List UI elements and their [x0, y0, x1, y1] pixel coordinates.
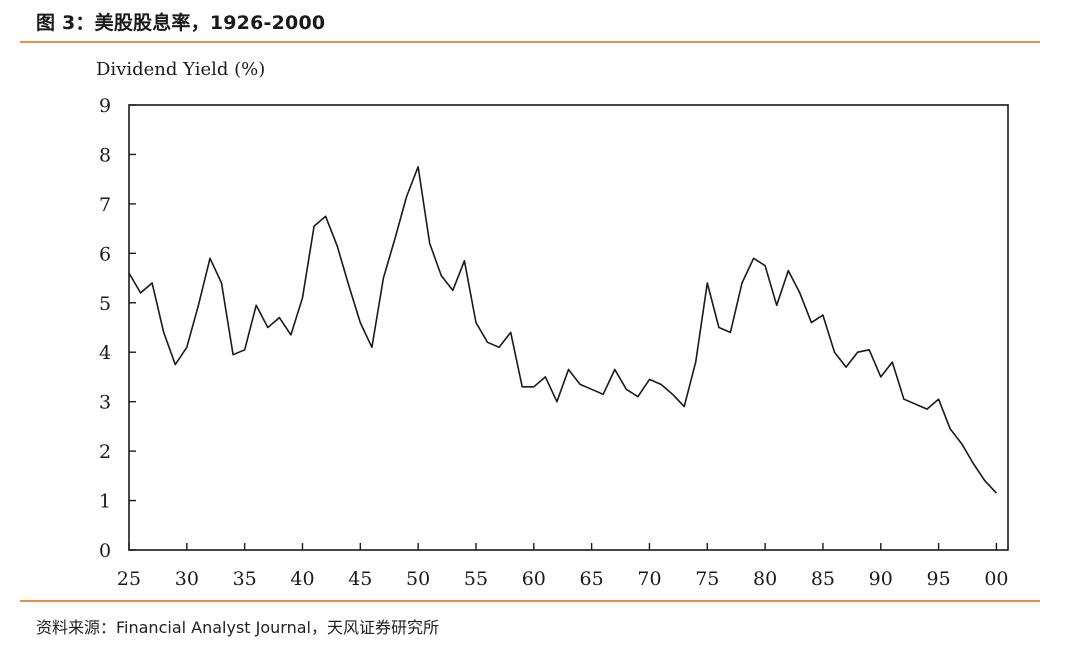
x-tick-label: 85: [811, 568, 835, 590]
x-tick-label: 55: [464, 568, 488, 590]
plot-frame: [128, 104, 1009, 551]
bottom-divider: [20, 600, 1040, 602]
top-divider: [20, 41, 1040, 43]
x-tick-label: 80: [753, 568, 777, 590]
y-tick-label: 6: [99, 243, 111, 265]
x-tick-label: 25: [117, 568, 141, 590]
x-tick-label: 35: [233, 568, 257, 590]
x-tick-label: 75: [695, 568, 719, 590]
x-tick-label: 50: [406, 568, 430, 590]
source-note: 资料来源：Financial Analyst Journal，天风证券研究所: [36, 618, 439, 637]
y-tick-label: 4: [99, 342, 111, 364]
y-tick-label: 2: [99, 441, 111, 463]
y-tick-label: 8: [99, 144, 111, 166]
x-axis-ticks: 25 30 35 40 45 50 55 60 65 70 75 80 85 90 95 00: [117, 543, 1009, 590]
x-tick-label: 40: [290, 568, 314, 590]
x-tick-label: 30: [175, 568, 199, 590]
x-tick-label: 65: [580, 568, 604, 590]
y-tick-label: 1: [99, 491, 111, 513]
y-tick-label: 5: [99, 293, 111, 315]
x-tick-label: 70: [637, 568, 661, 590]
x-tick-label: 90: [869, 568, 893, 590]
y-tick-label: 3: [99, 392, 111, 414]
y-axis-label: Dividend Yield (%): [96, 59, 265, 80]
y-tick-label: 0: [99, 540, 111, 562]
dividend-yield-line: [128, 166, 997, 494]
x-tick-label: 00: [984, 568, 1008, 590]
y-tick-label: 9: [99, 95, 111, 117]
x-tick-label: 60: [522, 568, 546, 590]
figure-title: 图 3：美股股息率，1926-2000: [36, 12, 326, 34]
x-tick-label: 95: [927, 568, 951, 590]
y-tick-label: 7: [99, 194, 111, 216]
plot-border: [128, 104, 1009, 551]
x-tick-label: 45: [348, 568, 372, 590]
y-axis-ticks: 0 1 2 3 4 5 6 7 8 9: [99, 95, 136, 562]
